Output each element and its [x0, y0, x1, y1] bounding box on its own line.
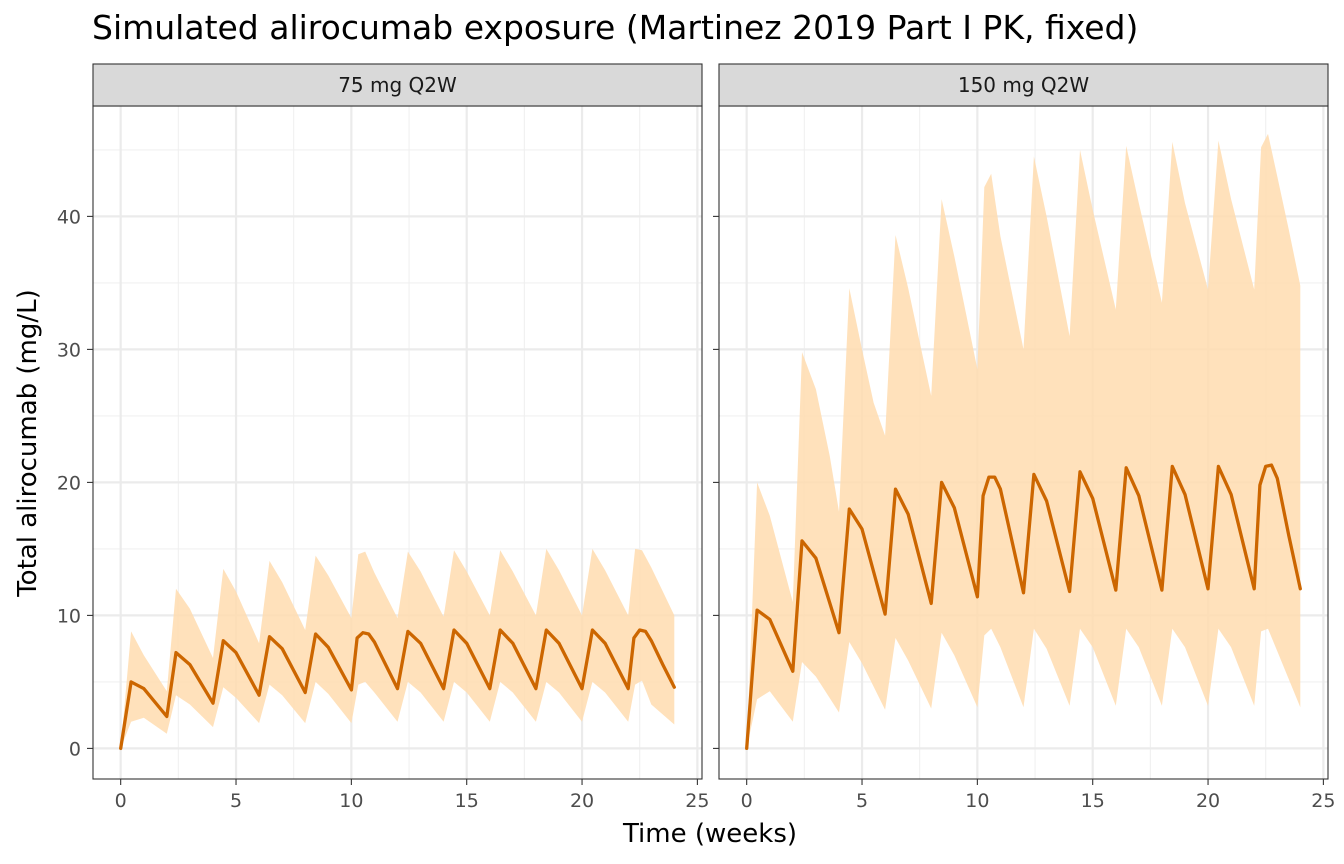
facet-strip-label: 75 mg Q2W [338, 73, 457, 97]
median-line [119, 628, 676, 751]
y-tick-label: 30 [57, 339, 81, 361]
y-tick-label: 10 [57, 605, 81, 627]
y-axis-title: Total alirocumab (mg/L) [13, 289, 43, 598]
x-tick-label: 20 [1196, 790, 1220, 812]
x-tick-label: 0 [741, 790, 753, 812]
x-axis-title: Time (weeks) [622, 819, 797, 849]
x-tick-label: 10 [339, 790, 363, 812]
y-tick-label: 40 [57, 206, 81, 228]
x-tick-label: 5 [230, 790, 242, 812]
x-tick-label: 10 [965, 790, 989, 812]
chart-title: Simulated alirocumab exposure (Martinez … [92, 8, 1139, 47]
median-line [745, 463, 1302, 751]
facet-strip-label: 150 mg Q2W [958, 73, 1090, 97]
y-tick-label: 0 [69, 738, 81, 760]
prediction-interval-band [120, 548, 675, 749]
x-tick-label: 5 [856, 790, 868, 812]
x-tick-label: 20 [570, 790, 594, 812]
facet-strip [92, 63, 703, 107]
x-tick-label: 15 [1081, 790, 1105, 812]
x-tick-label: 25 [1311, 790, 1335, 812]
x-tick-label: 15 [455, 790, 479, 812]
y-tick-label: 20 [57, 472, 81, 494]
x-tick-label: 25 [685, 790, 709, 812]
facet-panel-1: 75 mg Q2W 0 5 10 15 20 25 0 10 20 30 40 [57, 63, 709, 812]
facet-panel-2: 150 mg Q2W 0 5 10 15 20 25 [713, 63, 1335, 812]
x-tick-label: 0 [115, 790, 127, 812]
facet-strip [718, 63, 1329, 107]
